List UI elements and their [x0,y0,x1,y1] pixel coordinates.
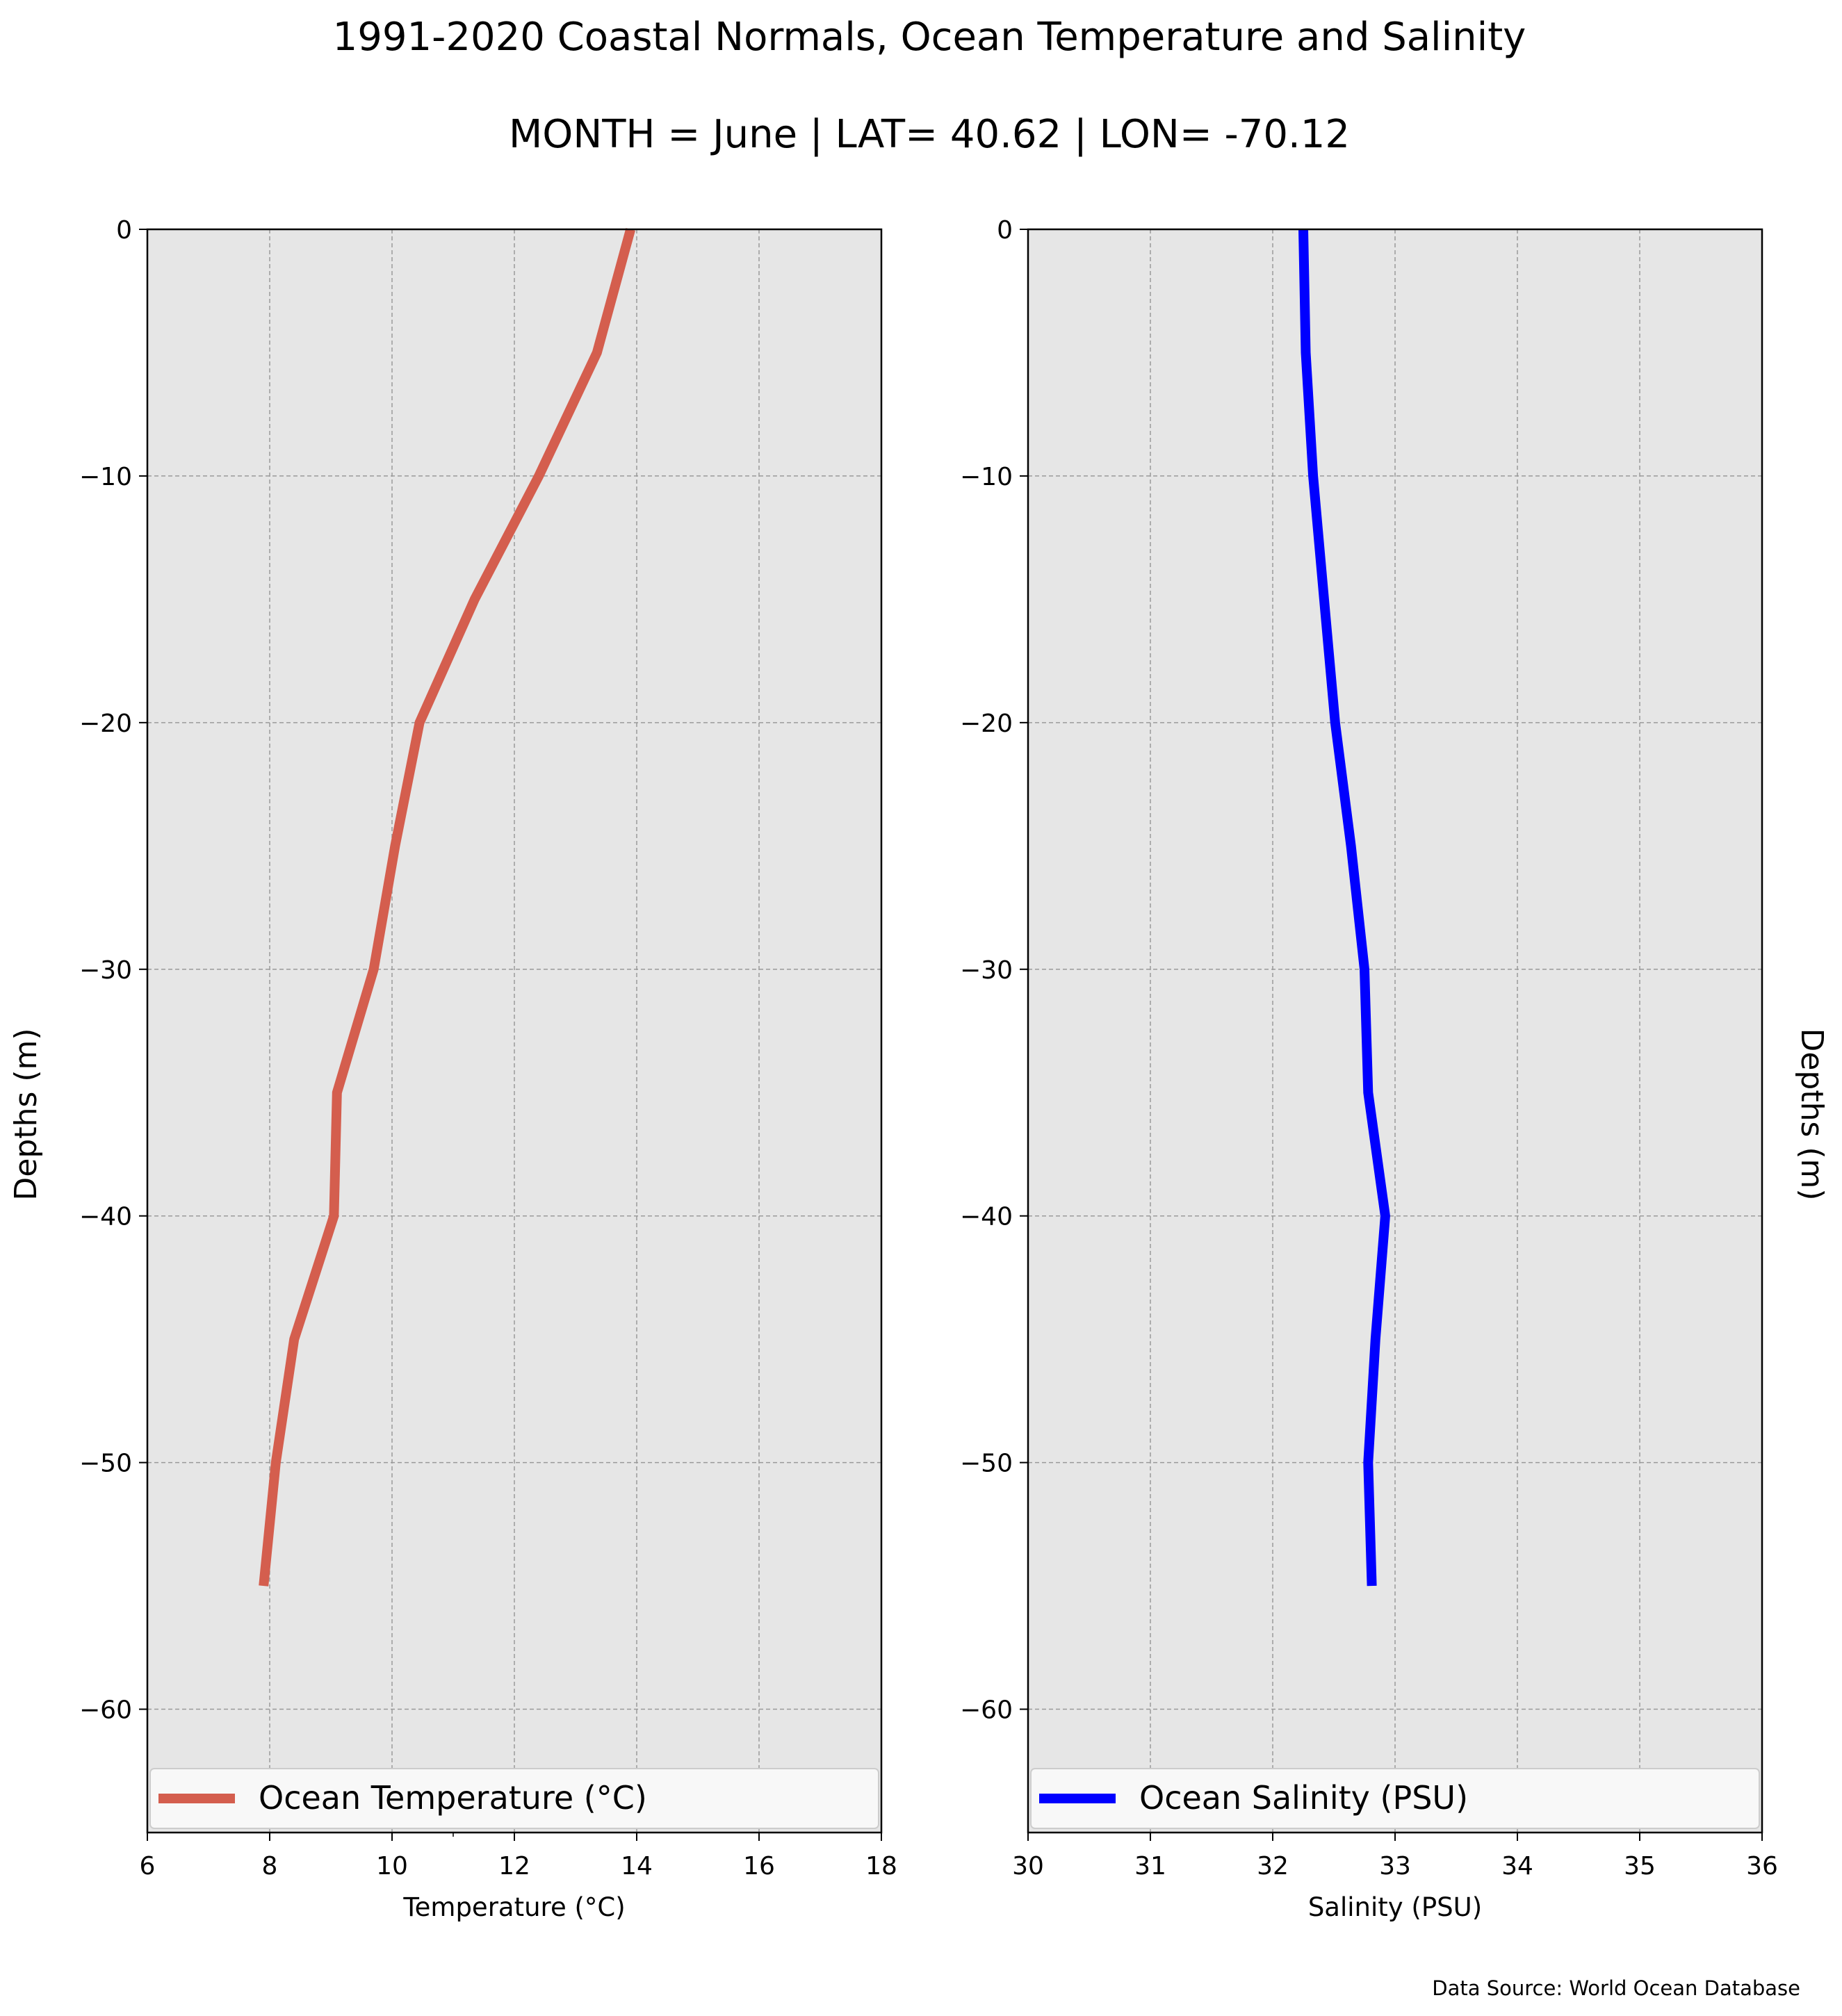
salinity-x-tick-label: 32 [1257,1852,1289,1880]
chart-subtitle: MONTH = June | LAT= 40.62 | LON= -70.12 [509,112,1350,157]
temperature-y-tick-label: −20 [79,710,132,738]
temperature-x-axis-label: Temperature (°C) [402,1892,625,1922]
temperature-y-tick-label: −50 [79,1450,132,1478]
salinity-x-tick-label: 35 [1624,1852,1656,1880]
temperature-x-tick-label: 16 [743,1852,775,1880]
temperature-x-tick-label: 10 [376,1852,408,1880]
temperature-y-tick-label: 0 [116,216,132,245]
salinity-legend-label: Ocean Salinity (PSU) [1139,1779,1468,1817]
data-source-note: Data Source: World Ocean Database [1432,1976,1800,2000]
salinity-y-tick-label: 0 [997,216,1013,245]
chart-title: 1991-2020 Coastal Normals, Ocean Tempera… [333,15,1526,60]
salinity-legend-box [1030,1768,1760,1829]
temperature-legend-label: Ocean Temperature (°C) [259,1779,647,1817]
temperature-x-tick-label: 8 [262,1852,278,1880]
temperature-legend-box [149,1768,879,1829]
salinity-y-tick-label: −50 [960,1450,1013,1478]
temperature-axes-frame [146,228,883,1834]
temperature-x-tick-label: 6 [140,1852,156,1880]
salinity-series-line [1298,229,1390,1587]
salinity-legend: Ocean Salinity (PSU) [1030,1768,1760,1829]
salinity-y-tick-label: −20 [960,710,1013,738]
temperature-y-tick-label: −10 [79,463,132,491]
salinity-x-axis-label: Salinity (PSU) [1308,1892,1482,1922]
temperature-y-tick-label: −30 [79,956,132,985]
salinity-x-tick-label: 30 [1012,1852,1044,1880]
salinity-axes-frame [1027,228,1763,1834]
temperature-legend: Ocean Temperature (°C) [149,1768,879,1829]
temperature-series-line [259,228,635,1587]
temperature-x-tick-label: 18 [865,1852,897,1880]
temperature-y-tick-label: −60 [79,1696,132,1725]
salinity-x-tick-label: 34 [1501,1852,1533,1880]
temperature-x-tick-label: 14 [621,1852,653,1880]
temperature-panel: 6 8 10 12 14 16 18 0 −10 −20 −30 −40 −50 −60 Ocean Tem… [8,216,897,1922]
salinity-y-tick-label: −60 [960,1696,1013,1725]
salinity-y-axis-label: Depths (m) [1794,1028,1829,1200]
salinity-panel: 30 31 32 33 34 35 36 0 −10 −20 −30 −40 −50 −60 Ocean S… [960,216,1829,1922]
salinity-x-tick-label: 31 [1134,1852,1166,1880]
temperature-y-axis-label: Depths (m) [8,1028,44,1200]
temperature-y-tick-label: −40 [79,1203,132,1231]
salinity-x-tick-label: 36 [1746,1852,1778,1880]
temperature-x-tick-label: 12 [498,1852,530,1880]
salinity-x-tick-label: 33 [1379,1852,1411,1880]
salinity-y-tick-label: −10 [960,463,1013,491]
salinity-y-tick-label: −30 [960,956,1013,985]
salinity-y-tick-label: −40 [960,1203,1013,1231]
